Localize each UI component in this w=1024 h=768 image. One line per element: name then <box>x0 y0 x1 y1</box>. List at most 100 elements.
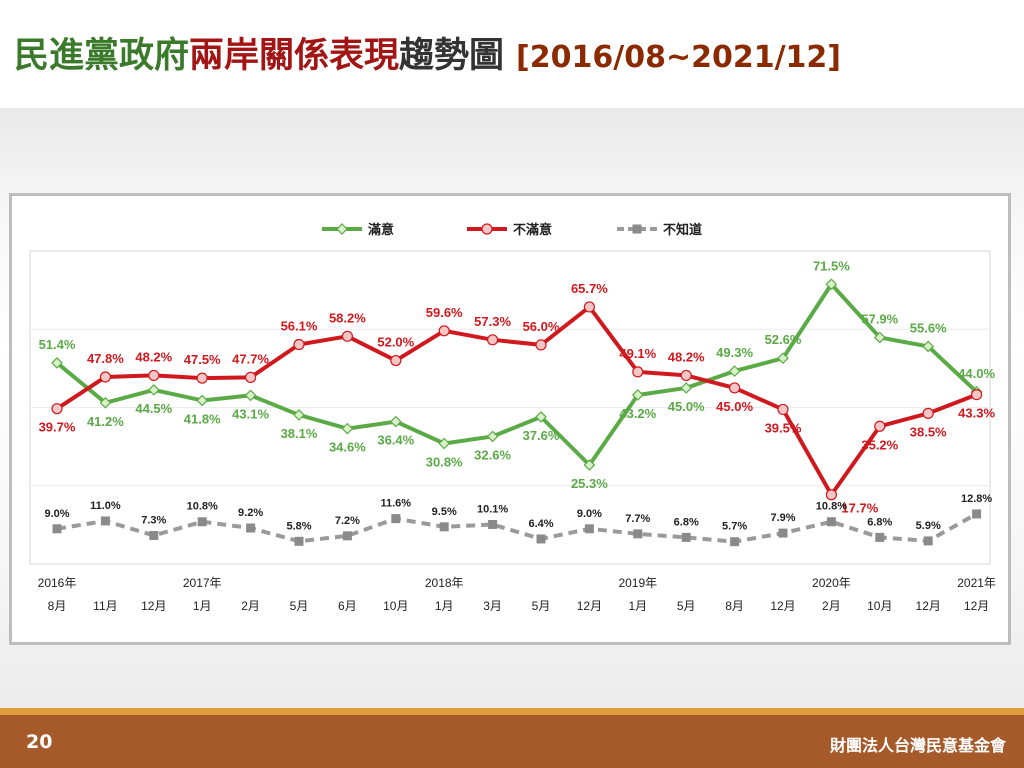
data-label: 6.4% <box>528 518 553 530</box>
data-point <box>390 354 402 367</box>
footer-accent-line <box>0 708 1024 715</box>
data-label: 10.8% <box>187 501 218 513</box>
data-label: 52.0% <box>377 335 414 350</box>
data-label: 38.5% <box>910 424 947 439</box>
data-point <box>196 394 209 407</box>
data-point <box>438 437 451 450</box>
legend-label: 不滿意 <box>513 222 552 237</box>
month-tick-label: 8月 <box>48 599 67 613</box>
data-point <box>728 365 741 377</box>
data-label: 17.7% <box>841 501 878 516</box>
month-tick-label: 2月 <box>241 599 260 613</box>
data-point <box>439 522 449 532</box>
month-tick-label: 12月 <box>577 599 602 613</box>
data-point <box>970 388 983 401</box>
data-label: 7.3% <box>141 514 166 526</box>
month-tick-label: 8月 <box>725 599 744 613</box>
data-point <box>341 422 354 435</box>
data-label: 49.3% <box>716 345 753 360</box>
data-point <box>972 509 982 519</box>
data-point <box>148 369 160 382</box>
data-point <box>730 537 740 547</box>
data-label: 34.6% <box>329 440 366 455</box>
data-point <box>244 389 257 402</box>
data-label: 39.5% <box>765 420 802 435</box>
data-label: 9.0% <box>44 508 69 520</box>
data-point <box>583 301 596 313</box>
data-label: 35.2% <box>861 437 898 452</box>
data-point <box>51 357 63 369</box>
year-tick-label: 2016年 <box>38 576 77 590</box>
data-label: 9.5% <box>432 506 457 518</box>
series-line-unknown <box>56 512 978 544</box>
data-point <box>100 516 110 526</box>
footer-bar: 20 財團法人台灣民意基金會 <box>0 715 1024 768</box>
data-label: 52.6% <box>765 332 802 347</box>
series-line-satisfied <box>55 282 978 468</box>
data-point <box>728 382 741 394</box>
year-tick-label: 2020年 <box>812 576 851 590</box>
month-tick-label: 1月 <box>435 599 454 613</box>
data-point <box>389 415 402 428</box>
year-tick-label: 2019年 <box>618 576 657 590</box>
year-tick-label: 2018年 <box>425 576 464 590</box>
data-point <box>826 517 836 527</box>
data-label: 49.1% <box>619 346 656 361</box>
data-point <box>487 334 499 346</box>
data-label: 47.7% <box>232 351 269 366</box>
data-point <box>196 372 208 384</box>
data-point <box>922 340 935 353</box>
data-point <box>438 325 450 337</box>
month-tick-label: 10月 <box>867 599 892 613</box>
data-label: 48.2% <box>668 349 705 364</box>
data-point <box>633 529 643 539</box>
data-point <box>875 532 885 542</box>
month-tick-label: 1月 <box>628 599 647 613</box>
month-tick-label: 5月 <box>290 599 309 613</box>
data-label: 51.4% <box>39 337 76 352</box>
data-point <box>923 536 933 546</box>
trend-chart: 滿意 不滿意 不知道 51.4% 41.2% 44.5% 41.8% 43.1% 38.1% 34… <box>29 222 996 613</box>
data-point <box>631 389 644 401</box>
data-label: 5.9% <box>916 520 941 532</box>
month-tick-label: 5月 <box>677 599 696 613</box>
data-point <box>341 330 353 342</box>
data-label: 43.2% <box>619 406 656 421</box>
month-tick-label: 11月 <box>93 599 117 613</box>
data-label: 6.8% <box>674 516 699 528</box>
title-part-chart: 趨勢圖 <box>399 36 505 76</box>
data-label: 7.9% <box>770 512 795 524</box>
data-point <box>99 371 112 383</box>
data-point <box>488 519 498 529</box>
legend-marker <box>336 223 348 235</box>
page-number: 20 <box>26 731 53 753</box>
month-tick-label: 3月 <box>483 599 502 613</box>
data-label: 59.6% <box>426 305 463 320</box>
data-label: 58.2% <box>329 310 366 325</box>
title-part-party: 民進黨政府 <box>14 36 190 76</box>
data-label: 71.5% <box>813 258 850 273</box>
data-point <box>99 396 112 409</box>
data-label: 48.2% <box>135 349 172 364</box>
month-tick-label: 10月 <box>383 599 408 613</box>
data-point <box>874 420 886 432</box>
month-tick-label: 5月 <box>532 599 551 613</box>
month-tick-label: 12月 <box>964 599 989 613</box>
data-label: 30.8% <box>426 454 463 469</box>
data-point <box>681 532 691 542</box>
month-tick-label: 6月 <box>338 599 357 613</box>
data-point <box>680 382 693 394</box>
month-tick-label: 12月 <box>916 599 941 613</box>
data-label: 43.1% <box>232 406 269 421</box>
organization-name: 財團法人台灣民意基金會 <box>829 736 1006 755</box>
data-point <box>149 530 159 540</box>
data-point <box>147 384 160 396</box>
data-point <box>778 528 788 538</box>
data-label: 57.3% <box>474 314 511 329</box>
data-label: 7.7% <box>625 513 650 525</box>
legend-marker <box>481 223 493 235</box>
data-label: 47.8% <box>87 351 124 366</box>
slide-title: 民進黨政府兩岸關係表現趨勢圖 [2016/08~2021/12] <box>14 34 841 80</box>
data-label: 55.6% <box>910 320 947 335</box>
data-label: 10.1% <box>477 503 508 515</box>
